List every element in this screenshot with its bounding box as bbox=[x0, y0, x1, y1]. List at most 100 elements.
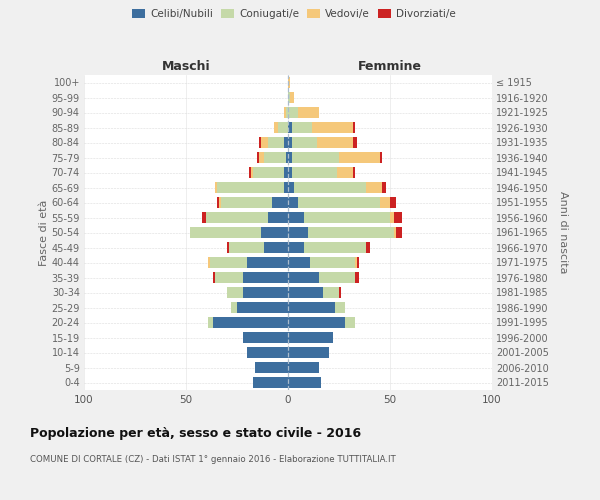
Bar bbox=[288, 136, 292, 148]
Bar bbox=[218, 196, 221, 208]
Bar bbox=[208, 256, 211, 268]
Bar bbox=[268, 212, 288, 224]
Bar bbox=[231, 302, 237, 314]
Bar bbox=[227, 242, 229, 254]
Bar bbox=[215, 182, 217, 194]
Bar bbox=[288, 106, 298, 118]
Bar bbox=[335, 302, 345, 314]
Bar bbox=[253, 166, 284, 178]
Bar bbox=[253, 376, 288, 388]
Bar bbox=[288, 346, 329, 358]
Bar bbox=[190, 226, 262, 238]
Bar bbox=[262, 136, 268, 148]
Bar bbox=[212, 316, 288, 328]
Bar bbox=[211, 256, 247, 268]
Bar bbox=[345, 316, 355, 328]
Bar bbox=[288, 272, 319, 283]
Bar bbox=[217, 182, 284, 194]
Bar bbox=[304, 242, 365, 254]
Bar bbox=[355, 272, 359, 283]
Bar bbox=[217, 196, 218, 208]
Bar bbox=[221, 196, 272, 208]
Bar bbox=[284, 136, 288, 148]
Bar bbox=[353, 122, 355, 134]
Bar bbox=[394, 226, 396, 238]
Bar bbox=[215, 272, 243, 283]
Bar bbox=[292, 166, 337, 178]
Bar bbox=[288, 166, 292, 178]
Bar bbox=[353, 166, 355, 178]
Bar bbox=[247, 256, 288, 268]
Text: Maschi: Maschi bbox=[161, 60, 211, 72]
Bar bbox=[337, 166, 353, 178]
Y-axis label: Anni di nascita: Anni di nascita bbox=[559, 191, 568, 274]
Bar bbox=[353, 136, 358, 148]
Bar bbox=[247, 346, 288, 358]
Bar bbox=[288, 332, 333, 344]
Bar bbox=[259, 152, 263, 164]
Bar bbox=[212, 272, 215, 283]
Bar bbox=[237, 302, 288, 314]
Bar bbox=[263, 152, 286, 164]
Text: Popolazione per età, sesso e stato civile - 2016: Popolazione per età, sesso e stato civil… bbox=[30, 428, 361, 440]
Bar bbox=[292, 152, 339, 164]
Bar bbox=[317, 136, 353, 148]
Bar bbox=[304, 212, 390, 224]
Bar bbox=[298, 106, 319, 118]
Bar bbox=[262, 226, 288, 238]
Bar bbox=[313, 122, 353, 134]
Bar bbox=[272, 196, 288, 208]
Bar bbox=[251, 166, 253, 178]
Bar bbox=[284, 106, 286, 118]
Bar bbox=[339, 286, 341, 298]
Bar bbox=[365, 182, 382, 194]
Bar bbox=[380, 152, 382, 164]
Bar bbox=[355, 256, 358, 268]
Bar bbox=[339, 152, 380, 164]
Bar bbox=[229, 242, 263, 254]
Bar bbox=[288, 256, 310, 268]
Bar bbox=[358, 256, 359, 268]
Bar bbox=[202, 212, 206, 224]
Bar bbox=[292, 136, 317, 148]
Bar bbox=[290, 92, 294, 104]
Bar bbox=[208, 316, 212, 328]
Bar bbox=[284, 166, 288, 178]
Bar bbox=[284, 182, 288, 194]
Bar bbox=[286, 106, 288, 118]
Bar bbox=[288, 122, 292, 134]
Bar bbox=[390, 212, 394, 224]
Bar bbox=[288, 152, 292, 164]
Text: COMUNE DI CORTALE (CZ) - Dati ISTAT 1° gennaio 2016 - Elaborazione TUTTITALIA.IT: COMUNE DI CORTALE (CZ) - Dati ISTAT 1° g… bbox=[30, 455, 396, 464]
Bar bbox=[292, 122, 313, 134]
Bar bbox=[323, 286, 339, 298]
Bar bbox=[288, 376, 320, 388]
Bar bbox=[243, 332, 288, 344]
Bar bbox=[308, 226, 394, 238]
Bar bbox=[288, 286, 323, 298]
Bar bbox=[286, 152, 288, 164]
Bar bbox=[288, 226, 308, 238]
Bar bbox=[382, 182, 386, 194]
Bar bbox=[249, 166, 251, 178]
Bar bbox=[396, 226, 402, 238]
Legend: Celibi/Nubili, Coniugati/e, Vedovi/e, Divorziati/e: Celibi/Nubili, Coniugati/e, Vedovi/e, Di… bbox=[128, 5, 460, 24]
Bar bbox=[380, 196, 390, 208]
Bar bbox=[288, 92, 290, 104]
Bar bbox=[288, 362, 319, 374]
Bar bbox=[227, 286, 243, 298]
Bar bbox=[365, 242, 370, 254]
Bar bbox=[206, 212, 268, 224]
Bar bbox=[268, 136, 284, 148]
Bar bbox=[257, 152, 259, 164]
Bar bbox=[288, 196, 298, 208]
Bar bbox=[263, 242, 288, 254]
Bar bbox=[288, 76, 290, 88]
Bar bbox=[259, 136, 262, 148]
Bar bbox=[298, 196, 380, 208]
Bar bbox=[288, 212, 304, 224]
Bar bbox=[310, 256, 355, 268]
Bar bbox=[394, 212, 402, 224]
Bar bbox=[288, 302, 335, 314]
Bar bbox=[278, 122, 288, 134]
